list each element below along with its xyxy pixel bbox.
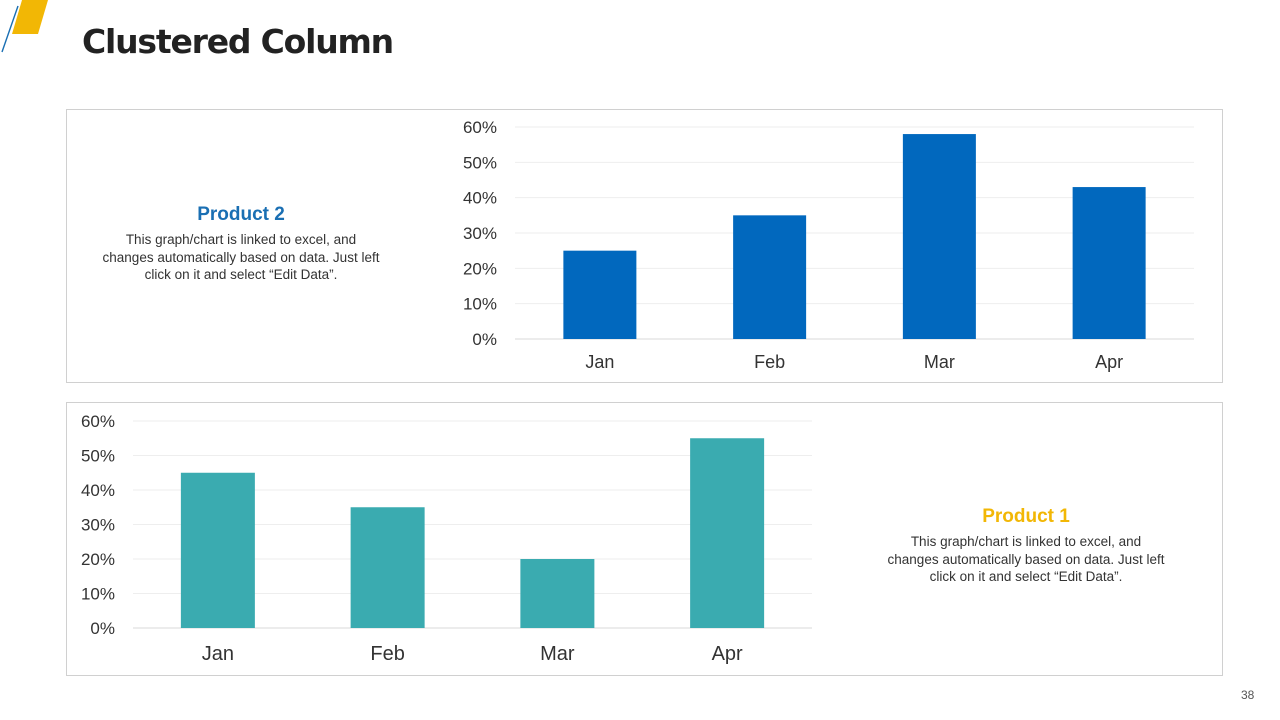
product1-category-label: Jan xyxy=(202,643,234,665)
product2-bar-apr[interactable] xyxy=(1072,187,1146,339)
product2-ytick-label: 50% xyxy=(463,153,497,172)
product1-description: This graph/chart is linked to excel, and… xyxy=(887,534,1165,584)
product2-category-label: Mar xyxy=(924,352,955,372)
product1-description-block: Product 1 This graph/chart is linked to … xyxy=(884,506,1168,586)
product1-category-label: Apr xyxy=(712,643,743,665)
product2-category-label: Feb xyxy=(754,352,785,372)
product1-ytick-label: 0% xyxy=(90,619,115,638)
slide-number: 38 xyxy=(1241,688,1255,702)
product1-ytick-label: 30% xyxy=(81,516,115,535)
product1-category-label: Feb xyxy=(370,643,404,665)
product2-ytick-label: 30% xyxy=(463,224,497,243)
product2-bar-jan[interactable] xyxy=(563,250,637,339)
product2-category-label: Jan xyxy=(585,352,614,372)
product2-category-label: Apr xyxy=(1095,352,1123,372)
product2-title: Product 2 xyxy=(197,204,285,225)
product2-description: This graph/chart is linked to excel, and… xyxy=(102,232,380,282)
page-title: Clustered Column xyxy=(82,22,394,61)
product2-ytick-label: 60% xyxy=(463,118,497,137)
product2-ytick-label: 20% xyxy=(463,259,497,278)
product1-category-label: Mar xyxy=(540,643,575,665)
product1-ytick-label: 50% xyxy=(81,447,115,466)
product1-ytick-label: 60% xyxy=(81,412,115,431)
corner-accent-logo xyxy=(1,0,48,53)
product2-bar-mar[interactable] xyxy=(902,134,976,339)
product2-chart-panel xyxy=(66,109,1223,383)
product2-ytick-label: 0% xyxy=(472,330,497,349)
product1-ytick-label: 20% xyxy=(81,550,115,569)
product1-title: Product 1 xyxy=(982,506,1070,527)
product2-description-block: Product 2 This graph/chart is linked to … xyxy=(100,204,382,284)
product2-ytick-label: 40% xyxy=(463,189,497,208)
product1-ytick-label: 10% xyxy=(81,585,115,604)
product1-bar-jan[interactable] xyxy=(180,472,255,628)
product1-ytick-label: 40% xyxy=(81,481,115,500)
product1-bar-apr[interactable] xyxy=(690,438,765,628)
product2-bar-feb[interactable] xyxy=(733,215,807,339)
product1-bar-mar[interactable] xyxy=(520,559,595,628)
product1-chart-panel xyxy=(66,402,1223,676)
product1-bar-feb[interactable] xyxy=(350,507,425,628)
product2-ytick-label: 10% xyxy=(463,295,497,314)
